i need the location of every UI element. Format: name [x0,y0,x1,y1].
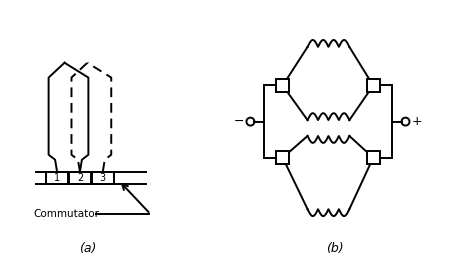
Bar [367,79,380,92]
Text: Commutator: Commutator [33,209,99,219]
Text: (b): (b) [326,242,343,255]
Bar [367,151,380,164]
Text: −: − [233,115,244,128]
Text: 2: 2 [77,173,83,183]
Bar [276,151,289,164]
Text: (a): (a) [79,242,97,255]
Bar [92,171,114,184]
Text: +: + [412,115,423,128]
Text: 1: 1 [54,173,60,183]
Bar [69,171,91,184]
Bar [46,171,68,184]
Bar [276,79,289,92]
Text: 3: 3 [100,173,106,183]
